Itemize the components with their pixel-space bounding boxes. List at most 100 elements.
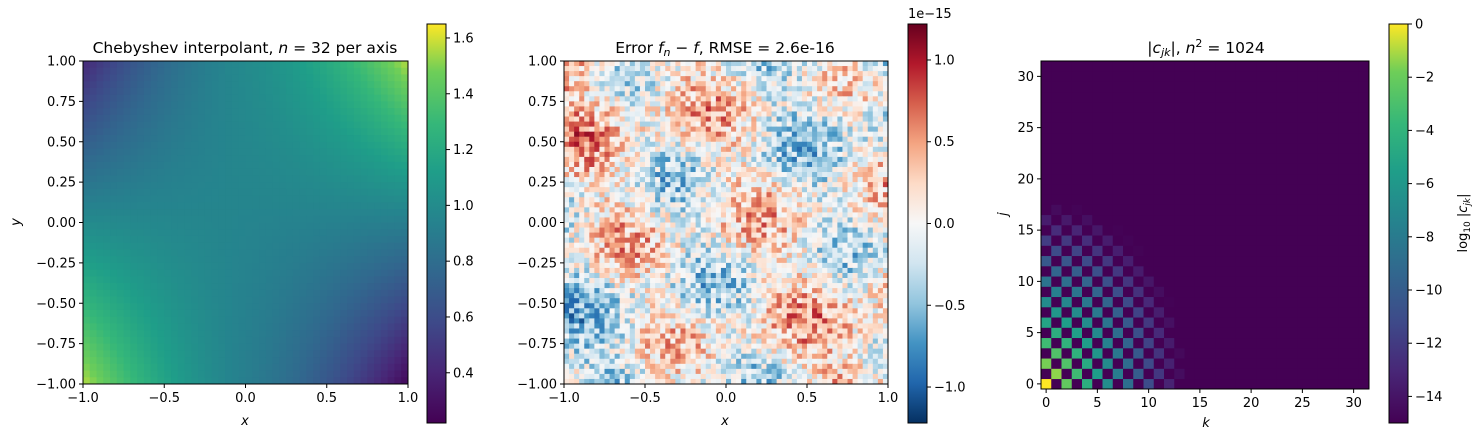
heat-cell [171,229,179,237]
error-cell [847,156,853,163]
heat-cell [252,309,260,318]
heat-cell [225,283,233,291]
heat-cell [313,215,321,224]
heat-cell [137,175,145,183]
error-cell [599,217,605,223]
error-cell [852,262,859,269]
error-cell [812,86,818,92]
error-cell [741,222,747,228]
error-cell [634,156,641,163]
error-cell [832,126,838,133]
heat-cell [198,195,206,203]
heat-cell [150,175,159,183]
error-cell [807,227,813,233]
error-cell [584,91,590,97]
heat-cell [306,141,314,150]
error-cell [842,116,848,122]
error-cell [746,121,752,128]
error-cell [584,267,590,274]
error-cell [862,197,869,203]
heat-cell [306,343,314,351]
error-cell [715,217,722,223]
error-cell [715,156,722,163]
heat-cell [177,61,186,69]
heat-cell [191,256,199,264]
heat-cell [123,67,131,76]
heat-cell [83,316,91,325]
heat-cell [198,182,206,190]
error-cell [786,197,793,203]
error-cell [690,66,697,72]
heat-cell [171,121,179,129]
heat-cell [401,276,408,284]
error-cell [695,106,702,112]
error-cell [700,66,707,72]
heat-cell [204,350,213,358]
heat-cell [110,215,118,224]
heat-cell [340,168,348,176]
error-cell [862,86,869,92]
error-cell [817,262,823,269]
heat-cell [137,289,145,298]
error-cell [569,202,575,208]
error-cell [776,257,783,264]
error-cell [619,96,626,102]
error-cell [685,146,691,153]
error-cell [796,257,803,264]
heat-cell [103,235,111,244]
error-cell [877,141,884,148]
error-cell [579,197,585,203]
heat-cell [164,215,172,224]
heat-cell [394,114,402,123]
error-cell [832,217,838,223]
error-cell [650,166,656,173]
heat-cell [265,148,274,156]
heat-cell [252,188,260,197]
heat-cell [313,94,321,102]
error-cell [736,227,742,233]
error-cell [604,61,610,67]
error-cell [710,106,717,112]
heat-cell [374,168,382,176]
error-cell [574,156,580,163]
heat-cell [103,61,111,69]
error-cell [807,172,813,178]
error-cell [741,156,747,163]
heat-cell [333,249,341,257]
heat-cell [286,202,294,210]
heat-cell [374,363,382,372]
heat-cell [123,81,131,89]
error-cell [766,106,772,112]
error-cell [604,262,610,269]
heat-cell [367,94,375,102]
error-cell [579,156,585,163]
error-cell [690,156,697,163]
heat-cell [272,175,280,183]
heat-cell [137,182,145,190]
heat-cell [218,316,226,325]
error-cell [639,212,646,218]
heat-cell [292,249,301,257]
heat-cell [333,195,341,203]
heat-cell [238,175,247,183]
heat-cell [279,114,287,123]
error-cell [781,217,788,223]
error-cell [736,146,742,153]
heat-cell [401,202,408,210]
heat-cell [265,155,274,163]
error-cell [852,111,859,117]
error-cell [726,247,732,254]
error-cell [665,151,671,158]
error-cell [761,71,767,77]
error-cell [822,161,828,168]
heat-cell [218,188,226,197]
error-cell [710,76,717,82]
error-cell [822,131,828,138]
error-cell [882,161,889,168]
error-cell [665,247,671,254]
heat-cell [299,303,308,311]
heat-cell [292,128,301,136]
error-cell [639,182,646,188]
heat-cell [116,121,125,129]
error-cell [731,192,737,198]
